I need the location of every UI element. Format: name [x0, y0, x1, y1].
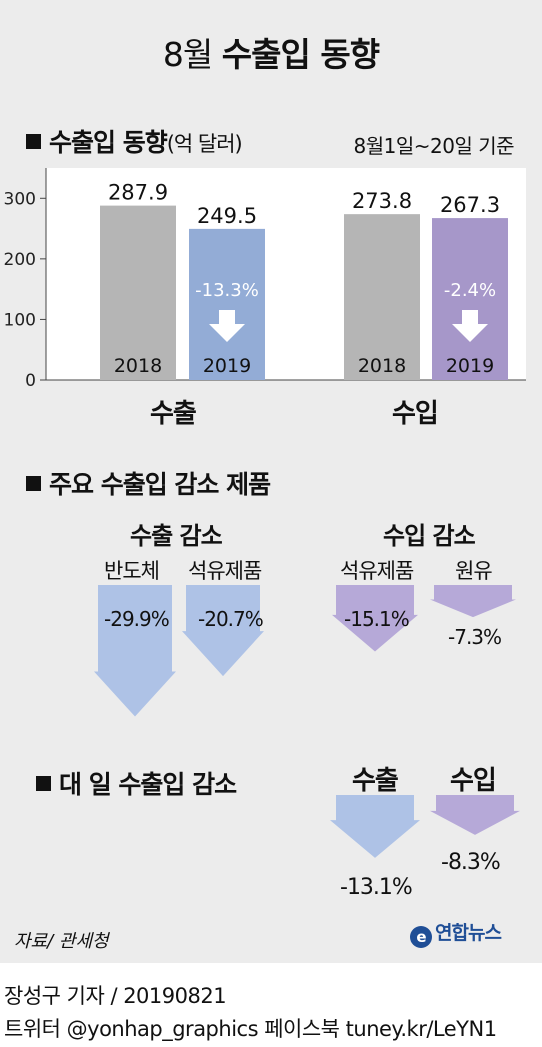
- decline-products-chart: [94, 585, 516, 717]
- credit-social: 트위터 @yonhap_graphics 페이스북 tuney.kr/LeYN1: [4, 1017, 497, 1041]
- down-arrow-icon: [452, 310, 488, 342]
- y-tick-label-0: 0: [25, 371, 36, 391]
- pct-japan-export: -13.1%: [340, 875, 413, 900]
- category-petroleum-export: 석유제품: [188, 559, 262, 583]
- pct-semiconductor: -29.9%: [104, 607, 170, 631]
- change-label-import: -2.4%: [444, 280, 496, 301]
- pct-petroleum-import: -15.1%: [344, 607, 410, 631]
- decline-arrow-석유제품: [182, 585, 264, 677]
- section1-unit: (억 달러): [166, 132, 243, 156]
- yonhap-logo-text: 연합뉴스: [435, 922, 502, 944]
- down-arrow-icon: [209, 310, 245, 342]
- title-month: 8월: [162, 35, 213, 74]
- category-crude-oil: 원유: [455, 559, 493, 583]
- change-label-export: -13.3%: [195, 280, 259, 301]
- import-decline-heading: 수입 감소: [383, 522, 476, 550]
- pct-petroleum-export: -20.7%: [198, 607, 264, 631]
- category-semiconductor: 반도체: [104, 559, 160, 583]
- japan-import-label: 수입: [450, 766, 497, 796]
- decline-arrow-원유: [430, 585, 516, 618]
- square-bullet-icon: [36, 776, 51, 791]
- y-tick-label-300: 300: [4, 189, 36, 209]
- value-label-export-2019: 249.5: [197, 204, 257, 228]
- value-label-import-2019: 267.3: [440, 193, 500, 217]
- group-label-import: 수입: [392, 399, 439, 429]
- pct-japan-import: -8.3%: [441, 850, 501, 875]
- value-label-import-2018: 273.8: [352, 189, 412, 213]
- yonhap-logo: e 연합뉴스: [410, 918, 502, 948]
- bar-export-2018: [100, 205, 176, 380]
- decline-arrow-석유제품: [332, 585, 418, 652]
- source-note: 자료/ 관세청: [14, 931, 109, 952]
- year-label-import-2019: 2019: [446, 355, 494, 377]
- yonhap-logo-icon: e: [410, 926, 432, 948]
- value-label-export-2018: 287.9: [108, 181, 168, 205]
- pct-crude-oil: -7.3%: [448, 625, 502, 649]
- page-title: 8월 수출입 동향: [0, 28, 542, 76]
- year-label-export-2019: 2019: [203, 355, 251, 377]
- period-note: 8월1일~20일 기준: [353, 134, 514, 158]
- section1-heading: 수출입 동향(억 달러): [26, 123, 243, 159]
- section3-heading: 대 일 수출입 감소: [36, 765, 237, 801]
- category-petroleum-import: 석유제품: [340, 559, 414, 583]
- japan-arrow-수출: [330, 795, 420, 858]
- decline-arrow-반도체: [94, 585, 176, 717]
- square-bullet-icon: [26, 134, 41, 149]
- year-label-export-2018: 2018: [114, 355, 162, 377]
- japan-export-label: 수출: [352, 766, 399, 796]
- section1-heading-text: 수출입 동향: [49, 128, 168, 157]
- title-main: 수출입 동향: [221, 35, 380, 74]
- y-tick-label-200: 200: [4, 250, 36, 270]
- year-label-import-2018: 2018: [358, 355, 406, 377]
- y-tick-label-100: 100: [4, 310, 36, 330]
- credit-reporter: 장성구 기자 / 20190821: [4, 984, 227, 1008]
- bar-export-2019: [189, 228, 265, 380]
- section2-heading-text: 주요 수출입 감소 제품: [49, 470, 271, 499]
- square-bullet-icon: [26, 476, 41, 491]
- bar-import-2019: [432, 218, 508, 380]
- japan-trade-chart: [330, 795, 520, 858]
- section2-heading: 주요 수출입 감소 제품: [26, 465, 271, 501]
- export-decline-heading: 수출 감소: [130, 522, 223, 550]
- bar-import-2018: [344, 214, 420, 380]
- trade-bar-chart: 0 100 200 300 287.9 2018 249.5 2019 -13.3% 273.8 2…: [4, 168, 526, 391]
- group-label-export: 수출: [150, 399, 197, 429]
- section3-heading-text: 대 일 수출입 감소: [59, 770, 237, 799]
- japan-arrow-수입: [430, 795, 520, 835]
